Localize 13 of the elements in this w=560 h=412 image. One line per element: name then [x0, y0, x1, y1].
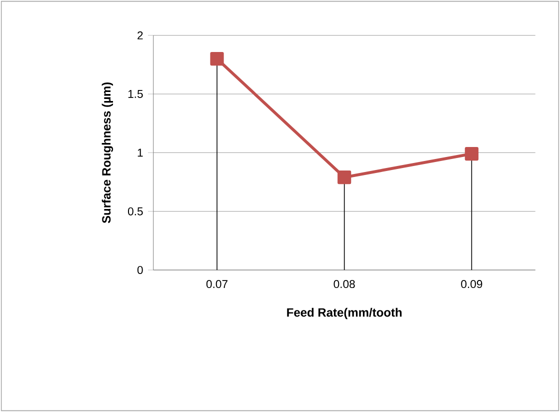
- x-tick-label: 0.09: [461, 280, 482, 288]
- point: [338, 170, 352, 184]
- x-tick-label: 0.08: [334, 280, 355, 288]
- y-tick-label: 1: [138, 148, 143, 157]
- point: [210, 52, 224, 66]
- x-axis-title: Feed Rate(mm/tooth: [287, 308, 402, 320]
- y-tick-label: 2: [138, 31, 143, 40]
- point: [464, 147, 478, 161]
- y-tick-label: 0.5: [128, 207, 143, 216]
- y-axis-title: Surface Roughness (µm): [102, 82, 114, 224]
- y-tick-label: 0: [137, 266, 143, 274]
- y-tick-label: 1.5: [128, 90, 143, 98]
- x-tick-label: 0.07: [206, 280, 228, 288]
